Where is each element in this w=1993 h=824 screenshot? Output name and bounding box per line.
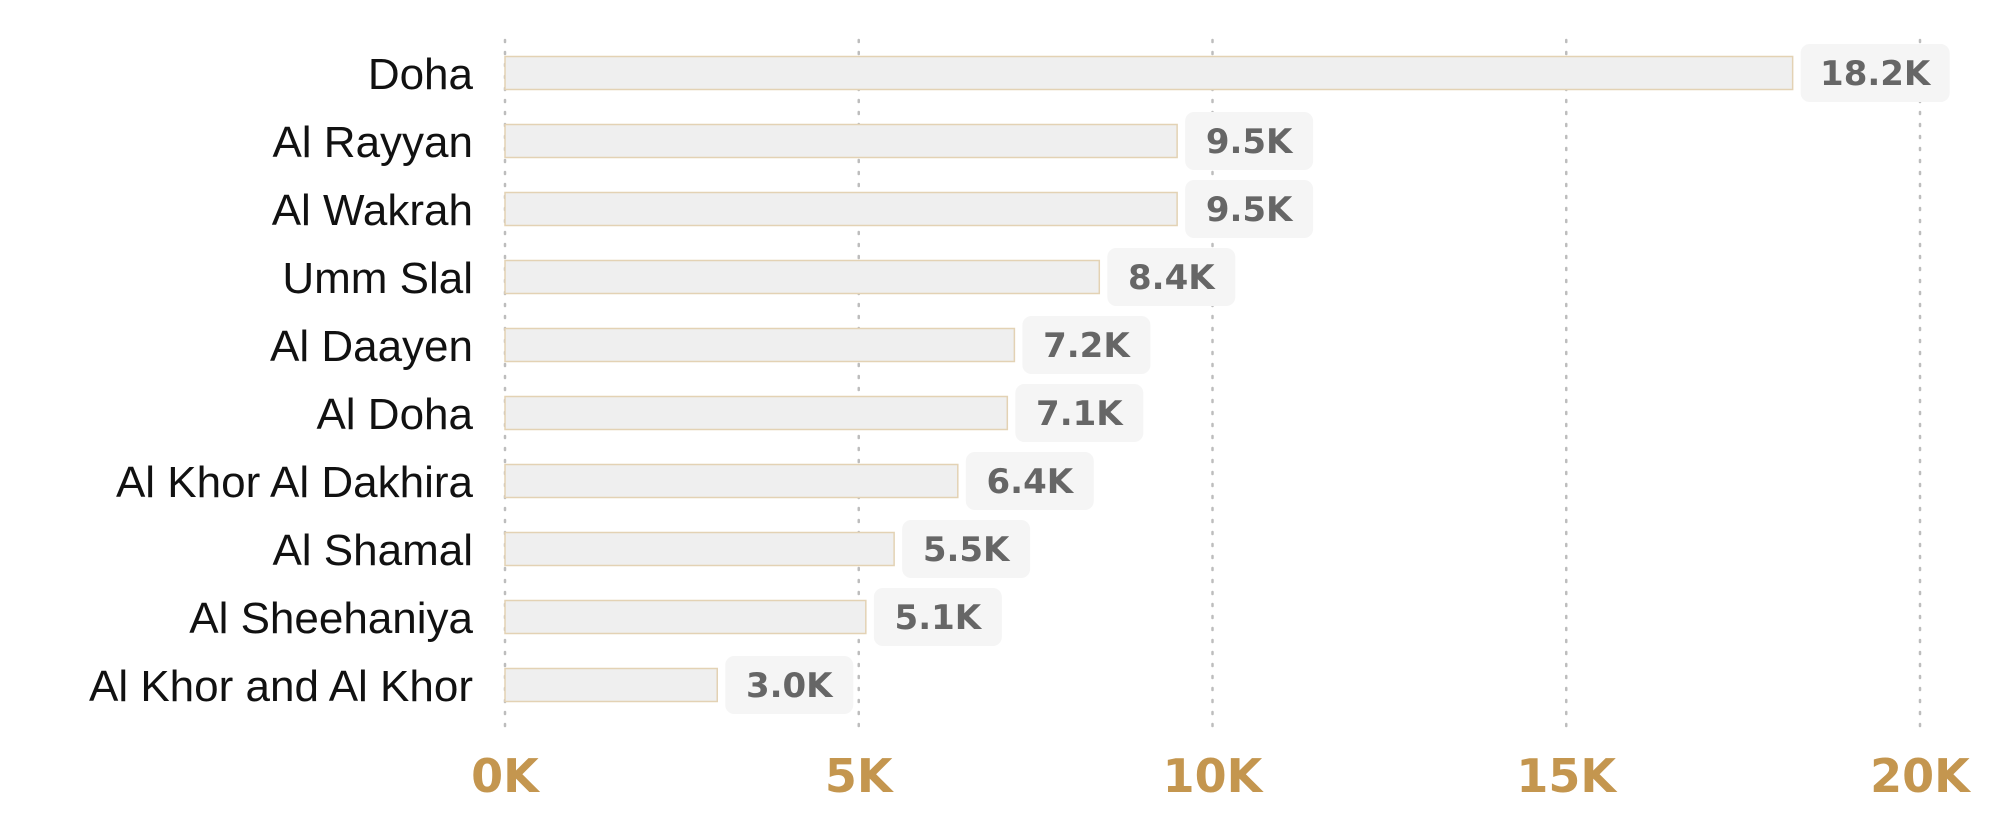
x-tick-label: 10K [1163,749,1265,803]
x-tick-label: 15K [1516,749,1618,803]
bar [504,123,1178,159]
category-label: Al Shamal [272,526,473,575]
category-label: Doha [368,50,474,99]
bar [504,395,1009,431]
value-labels: 18.2K 9.5K 9.5K 8.4K 7.2K 7.1K 6.4K 5.5K 5.1K 3.0… [725,44,1950,714]
bar [504,259,1101,295]
category-label: Al Wakrah [272,186,473,235]
x-tick-label: 0K [471,749,541,803]
value-label: 7.1K [1036,394,1124,434]
bar [504,327,1016,363]
category-label: Al Khor and Al Khor [89,662,473,711]
value-label: 9.5K [1206,190,1294,230]
value-label-box [873,588,1002,646]
value-label: 18.2K [1820,54,1932,94]
bar [504,531,895,567]
category-labels: Doha Al Rayyan Al Wakrah Umm Slal Al Daayen A… [89,50,474,711]
bar [504,463,959,499]
value-label: 3.0K [746,666,834,706]
x-tick-label: 20K [1870,749,1972,803]
category-label: Al Rayyan [272,118,473,167]
value-label-box [725,656,854,714]
bar [504,191,1178,227]
category-label: Al Sheehaniya [189,594,473,643]
value-label: 9.5K [1206,122,1294,162]
category-label: Al Doha [316,390,473,439]
bar [504,599,867,635]
bar [504,55,1794,91]
category-label: Al Daayen [270,322,473,371]
value-label-box [902,520,1031,578]
bar [504,667,718,703]
value-label: 5.5K [923,530,1011,570]
value-label: 8.4K [1128,258,1216,298]
value-label: 6.4K [987,462,1075,502]
value-label: 7.2K [1043,326,1131,366]
x-tick-label: 5K [825,749,895,803]
value-label-box [1022,316,1151,374]
bars [504,55,1794,703]
value-label-box [1015,384,1144,442]
value-label-box [965,452,1094,510]
value-label-box [1107,248,1236,306]
category-label: Umm Slal [282,254,473,303]
value-label: 5.1K [895,598,983,638]
category-label: Al Khor Al Dakhira [116,458,474,507]
value-label-box [1185,180,1314,238]
x-axis-tick-labels: 0K 5K 10K 15K 20K [471,749,1972,803]
value-label-box [1185,112,1314,170]
value-label-box [1800,44,1950,102]
